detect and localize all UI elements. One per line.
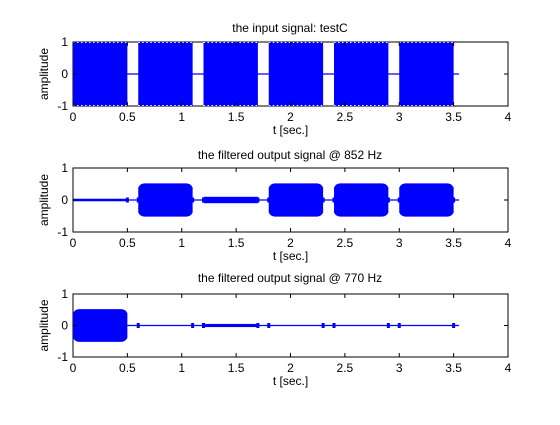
signal-burst-5	[399, 42, 453, 106]
x-tick-label-4: 2	[287, 236, 294, 250]
signal-burst-0	[73, 199, 127, 202]
x-tick-label-7: 3.5	[445, 361, 462, 375]
x-tick-label-0: 0	[70, 236, 77, 250]
signal-transient-8	[398, 323, 401, 328]
y-axis-label: amplitude	[37, 48, 51, 100]
x-tick-label-5: 2.5	[337, 361, 354, 375]
y-tick-label-1: 0	[61, 193, 68, 207]
y-tick-label-0: -1	[57, 225, 68, 239]
signal-transient-5	[322, 323, 325, 328]
x-axis-label: t [sec.]	[273, 374, 308, 388]
signal-burst-2	[204, 197, 258, 203]
x-tick-label-8: 4	[505, 110, 512, 124]
y-axis-label: amplitude	[37, 174, 51, 226]
y-tick-label-0: -1	[57, 99, 68, 113]
signal-transient-0	[126, 198, 129, 203]
x-axis-label: t [sec.]	[273, 123, 308, 137]
signal-burst-0	[73, 309, 127, 342]
subplot-output-852hz: the filtered output signal @ 852 Hz 0 0.…	[37, 148, 512, 263]
x-tick-label-7: 3.5	[445, 236, 462, 250]
signal-burst-1	[138, 42, 192, 106]
x-tick-label-4: 2	[287, 110, 294, 124]
y-tick-label-1: 0	[61, 67, 68, 81]
signal-transient-7	[387, 323, 390, 328]
signal-transient-1	[137, 198, 140, 203]
signal-transient-2	[191, 198, 194, 203]
x-tick-label-2: 1	[178, 361, 185, 375]
signal-transient-9	[398, 198, 401, 203]
signal-transient-10	[452, 198, 455, 203]
signal-transient-3	[256, 323, 259, 328]
signal-transient-1	[191, 323, 194, 328]
signal-transient-0	[137, 323, 140, 328]
signal-transient-2	[202, 323, 205, 328]
y-tick-label-0: -1	[57, 350, 68, 364]
x-tick-label-4: 2	[287, 361, 294, 375]
signal-transient-4	[256, 198, 259, 203]
subplot-title: the input signal: testC	[232, 21, 348, 35]
signal-transient-7	[333, 198, 336, 203]
y-axis-label: amplitude	[37, 299, 51, 351]
x-tick-label-2: 1	[178, 110, 185, 124]
x-tick-label-6: 3	[396, 361, 403, 375]
signal-burst-4	[334, 42, 388, 106]
subplot-input-signal: the input signal: testC 0 0.5 1 1.5 2 2.…	[37, 21, 512, 137]
y-tick-label-2: 1	[61, 287, 68, 301]
x-tick-label-1: 0.5	[119, 361, 136, 375]
signal-transient-4	[267, 323, 270, 328]
x-tick-label-3: 1.5	[228, 361, 245, 375]
x-tick-label-8: 4	[505, 236, 512, 250]
x-axis-label: t [sec.]	[273, 249, 308, 263]
signal-burst-1	[138, 183, 192, 216]
subplot-title: the filtered output signal @ 852 Hz	[198, 148, 382, 162]
x-tick-label-6: 3	[396, 110, 403, 124]
x-tick-label-3: 1.5	[228, 236, 245, 250]
x-tick-label-1: 0.5	[119, 110, 136, 124]
y-tick-label-2: 1	[61, 161, 68, 175]
x-tick-label-6: 3	[396, 236, 403, 250]
y-tick-label-2: 1	[61, 35, 68, 49]
signal-burst-5	[399, 183, 453, 216]
x-tick-label-3: 1.5	[228, 110, 245, 124]
subplot-title: the filtered output signal @ 770 Hz	[198, 271, 382, 285]
x-tick-label-5: 2.5	[337, 110, 354, 124]
x-tick-label-1: 0.5	[119, 236, 136, 250]
signal-burst-3	[269, 42, 323, 106]
signal-transient-6	[322, 198, 325, 203]
signal-burst-3	[269, 183, 323, 216]
x-tick-label-5: 2.5	[337, 236, 354, 250]
subplot-output-770hz: the filtered output signal @ 770 Hz 0 0.…	[37, 271, 512, 388]
signal-burst-0	[73, 42, 127, 106]
x-tick-label-2: 1	[178, 236, 185, 250]
signal-transient-8	[387, 198, 390, 203]
x-tick-label-0: 0	[70, 110, 77, 124]
x-tick-label-0: 0	[70, 361, 77, 375]
signal-burst-4	[334, 183, 388, 216]
x-tick-label-7: 3.5	[445, 110, 462, 124]
x-tick-label-8: 4	[505, 361, 512, 375]
signal-transient-5	[267, 198, 270, 203]
signal-burst-2	[204, 42, 258, 106]
signal-transient-6	[333, 323, 336, 328]
signal-transient-3	[202, 198, 205, 203]
y-tick-label-1: 0	[61, 319, 68, 333]
signal-transient-9	[452, 323, 455, 328]
signal-burst-1	[204, 324, 258, 327]
